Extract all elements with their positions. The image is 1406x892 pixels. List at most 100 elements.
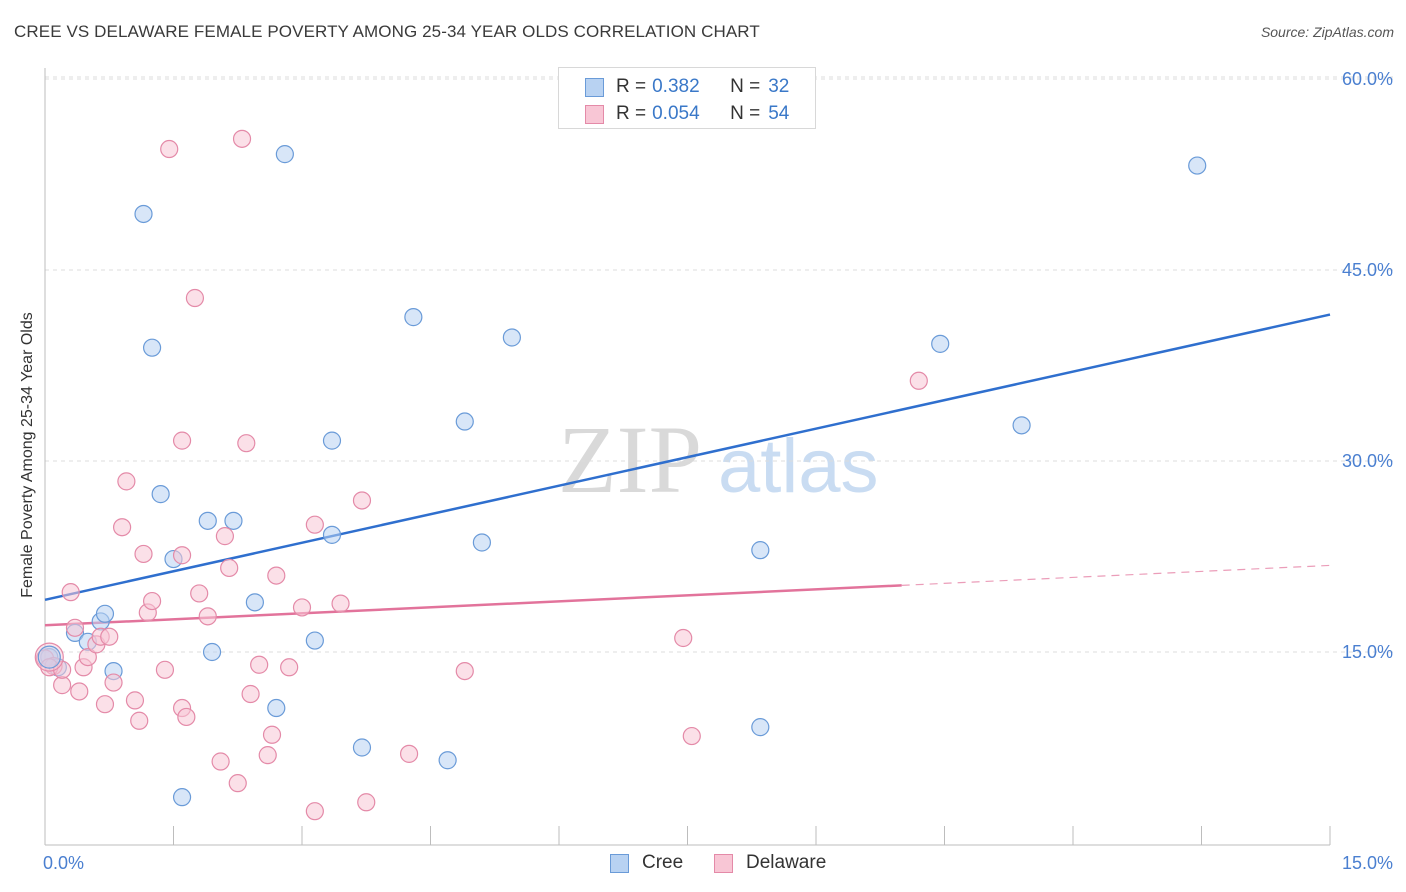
delaware-point (352, 491, 372, 510)
delaware-point (331, 594, 350, 613)
legend-swatch-cree (610, 853, 629, 873)
y-tick-label: 45.0% (1342, 260, 1393, 280)
delaware-point (95, 695, 115, 714)
trend-line-extension-delaware (901, 564, 1331, 586)
delaware-point (220, 558, 239, 578)
legend-swatch-delaware (714, 853, 733, 873)
legend-n-label: N = (730, 76, 761, 97)
axes (44, 68, 1331, 846)
cree-point (134, 204, 153, 224)
delaware-point (292, 598, 312, 617)
delaware-point (357, 793, 376, 812)
correlation-legend: R = 0.382 N = 32 R = 0.054 N = 54 (558, 67, 816, 129)
cree-point (151, 485, 170, 504)
cree-point (438, 751, 457, 770)
cree-point (322, 525, 342, 544)
delaware-point (250, 655, 269, 674)
x-tick-label: 0.0% (43, 853, 84, 873)
delaware-point (211, 752, 230, 771)
y-tick-label: 30.0% (1342, 451, 1393, 471)
legend-r-label: R = (616, 76, 647, 97)
y-tick-label: 60.0% (1342, 69, 1393, 89)
cree-point (751, 718, 770, 737)
trend-lines (44, 313, 1331, 627)
trend-line-cree (44, 313, 1331, 602)
cree-cluster-point (37, 645, 61, 669)
delaware-point (232, 129, 252, 148)
legend-r-value: 0.054 (652, 103, 700, 124)
watermark: ZIP atlas (558, 406, 879, 513)
cree-point (502, 328, 521, 347)
y-tick-label: 15.0% (1342, 642, 1393, 662)
delaware-point (280, 658, 299, 677)
delaware-point (215, 527, 234, 546)
y-axis-label: Female Poverty Among 25-34 Year Olds (19, 312, 36, 598)
legend-swatch-delaware (585, 104, 604, 124)
legend-item-cree[interactable]: Cree (610, 852, 683, 874)
delaware-point (177, 707, 196, 727)
delaware-point (61, 583, 80, 602)
delaware-point (112, 518, 132, 537)
x-tick-label: 15.0% (1342, 853, 1393, 873)
trend-line-delaware (44, 584, 902, 627)
delaware-point (262, 725, 282, 744)
cree-point (751, 541, 770, 560)
cree-point (202, 642, 222, 662)
delaware-point (172, 431, 192, 450)
cree-point (198, 511, 217, 530)
legend-swatch-cree (585, 77, 604, 97)
delaware-point (160, 139, 179, 159)
series-legend: Cree Delaware (0, 852, 1406, 878)
cree-point (245, 593, 264, 612)
legend-row-cree: R = 0.382 N = 32 (585, 75, 789, 99)
delaware-point (78, 647, 97, 667)
watermark-atlas: atlas (718, 424, 879, 509)
tick-labels: 15.0% 30.0% 45.0% 60.0% 0.0% 15.0% (43, 69, 1393, 873)
cree-point (1012, 416, 1031, 435)
delaware-point (130, 711, 149, 730)
source-label: Source: ZipAtlas.com (1260, 24, 1394, 40)
delaware-point (125, 691, 145, 710)
delaware-point (241, 684, 260, 704)
delaware-point (258, 746, 277, 765)
legend-r-value: 0.382 (652, 76, 700, 97)
cree-point (322, 431, 342, 450)
delaware-point (190, 584, 209, 603)
delaware-point (305, 515, 324, 534)
delaware-point (399, 744, 419, 763)
delaware-point (909, 371, 928, 390)
cree-point (1188, 156, 1207, 175)
delaware-point (155, 660, 175, 679)
delaware-point (674, 628, 693, 648)
delaware-point (117, 472, 136, 491)
cree-point (305, 631, 324, 650)
delaware-point (65, 618, 85, 637)
legend-n-label: N = (730, 103, 761, 124)
legend-r-label: R = (616, 103, 647, 124)
delaware-point (228, 774, 247, 793)
delaware-point (134, 544, 153, 564)
data-points (34, 129, 1207, 821)
cree-point (455, 412, 474, 431)
delaware-point (53, 676, 72, 695)
cree-point (95, 604, 115, 623)
delaware-cluster-point (34, 642, 64, 672)
legend-item-delaware[interactable]: Delaware (714, 852, 826, 874)
delaware-point (305, 802, 324, 821)
legend-row-delaware: R = 0.054 N = 54 (585, 102, 789, 126)
delaware-point (70, 682, 89, 701)
delaware-point (172, 546, 192, 565)
delaware-point (185, 288, 205, 308)
delaware-point (198, 607, 217, 626)
delaware-point (142, 591, 162, 611)
cree-point (275, 145, 294, 164)
delaware-point (267, 566, 286, 585)
delaware-point (455, 661, 474, 681)
cree-point (267, 698, 286, 718)
chart-title: CREE VS DELAWARE FEMALE POVERTY AMONG 25… (14, 22, 760, 41)
cree-point (224, 511, 243, 530)
delaware-point (682, 726, 701, 746)
legend-label-cree: Cree (642, 852, 684, 873)
cree-point (142, 338, 162, 357)
